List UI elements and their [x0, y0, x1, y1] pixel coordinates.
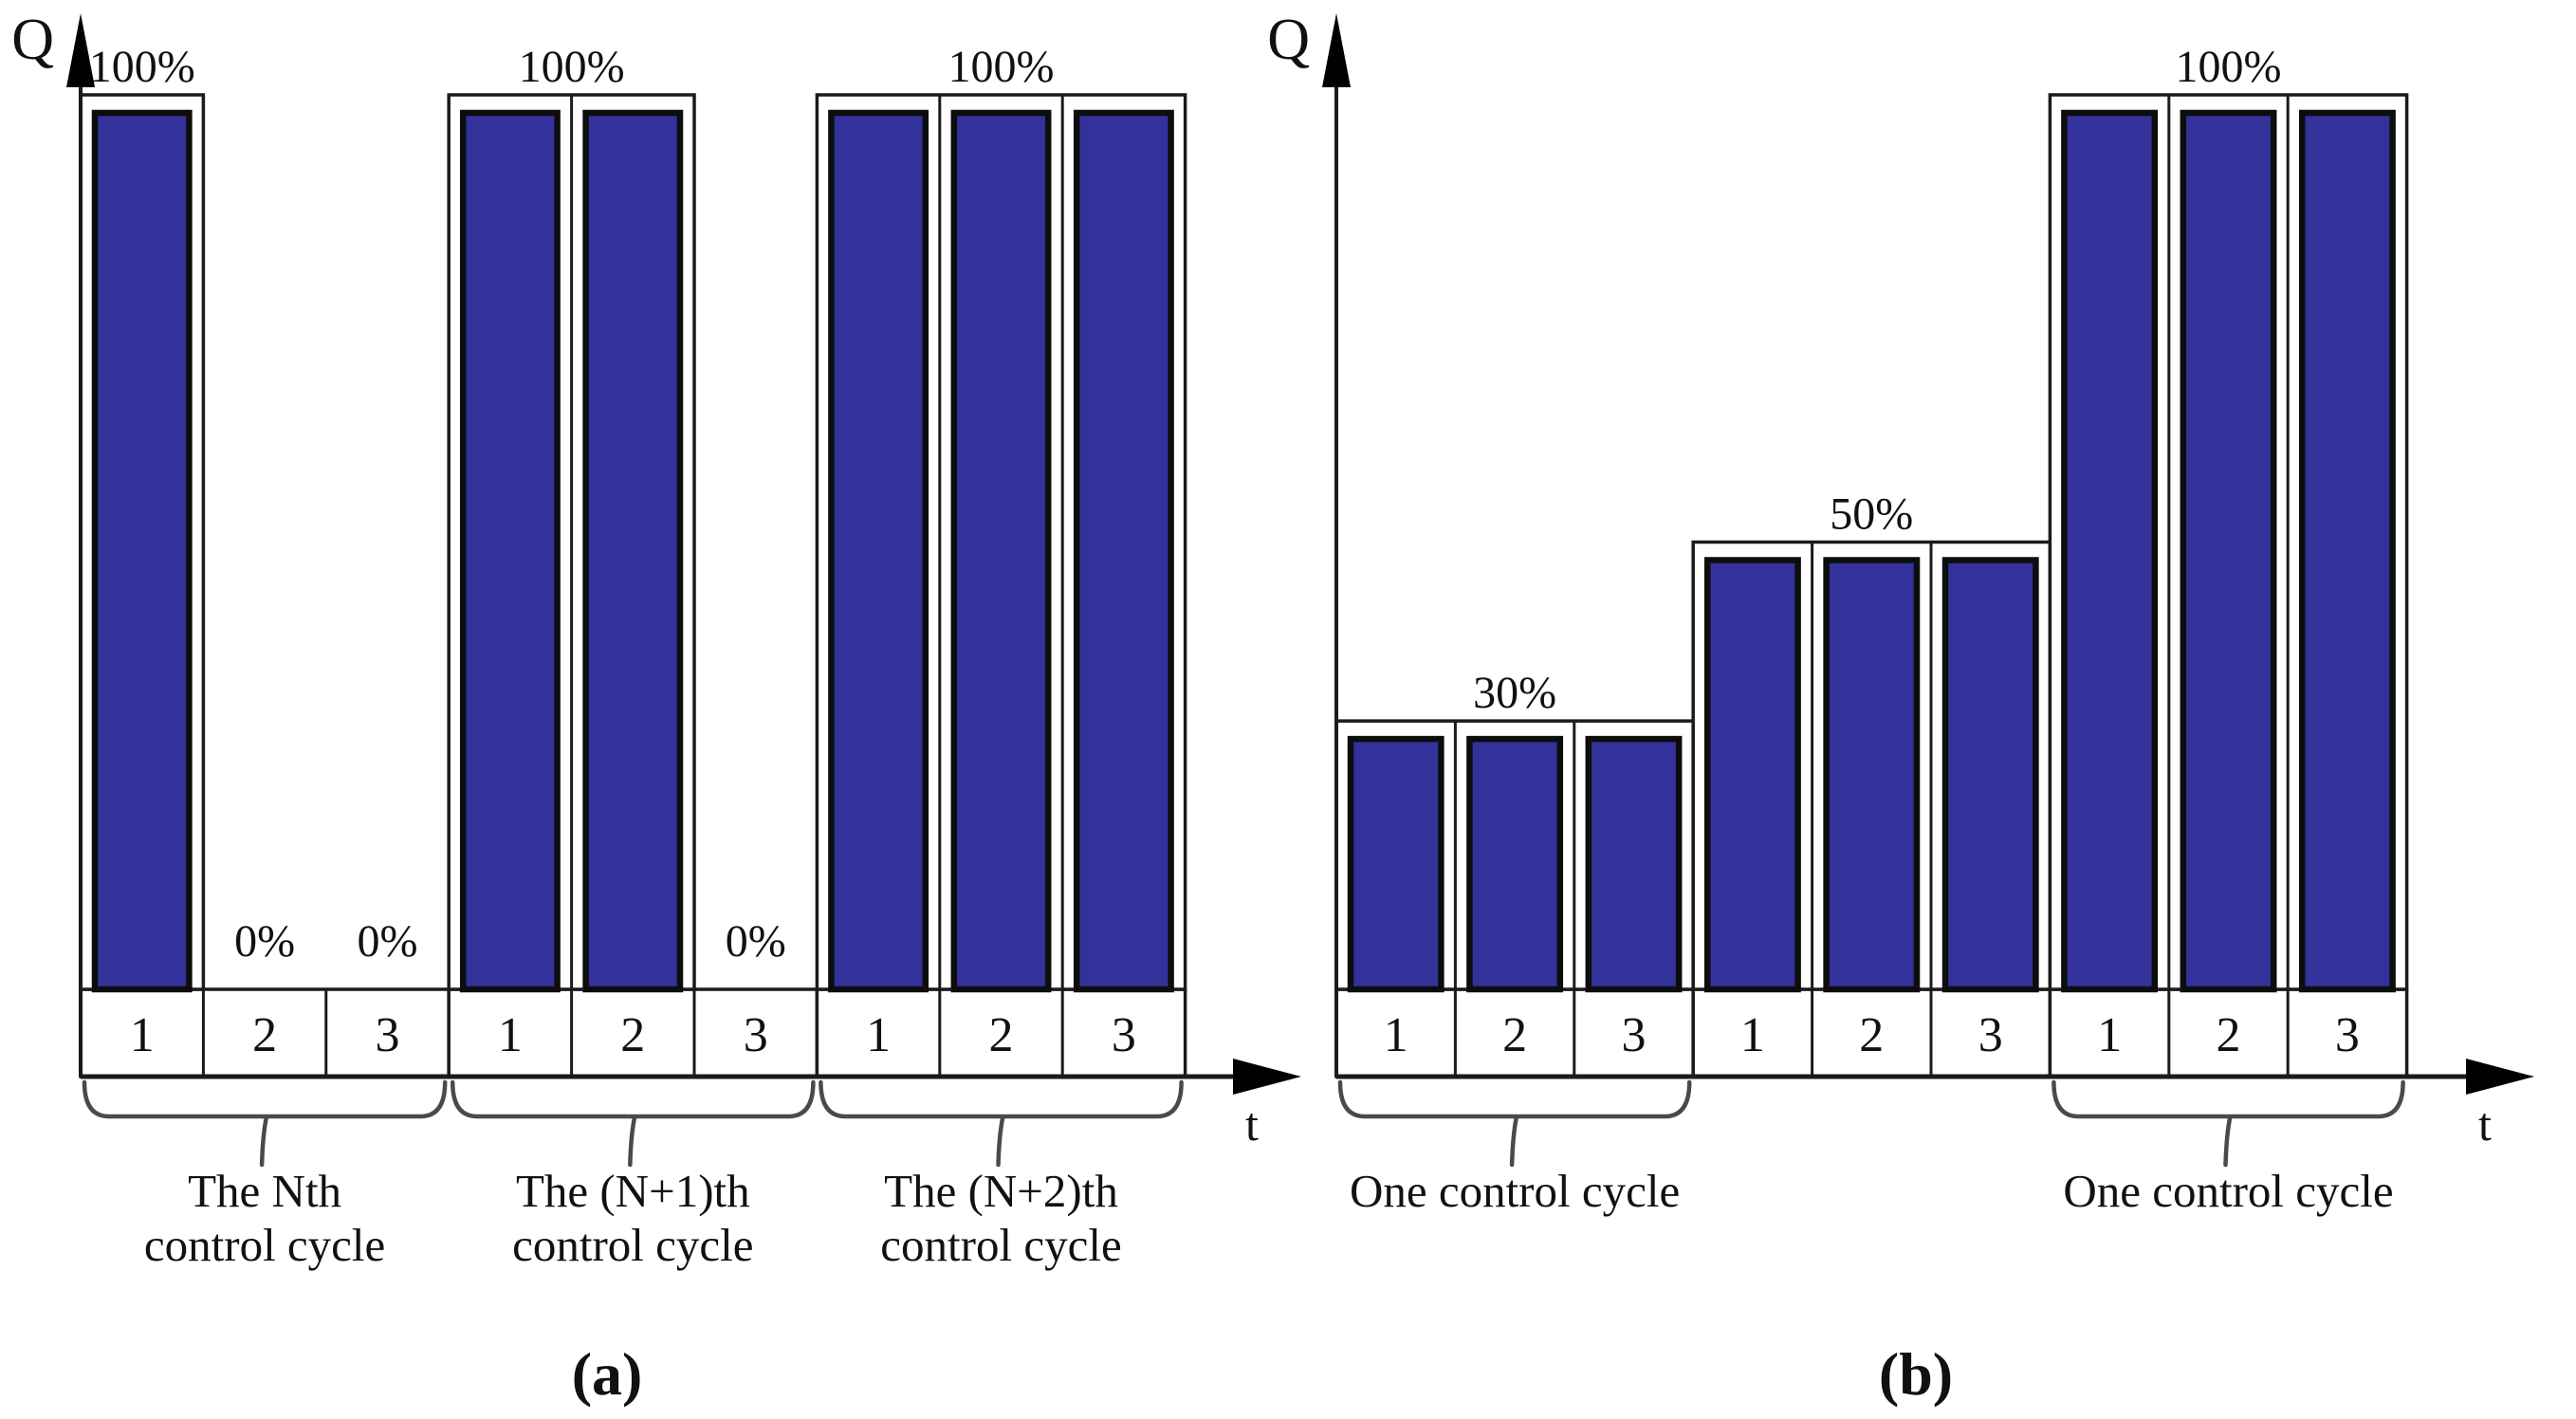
slot-label: 3 [1622, 1008, 1647, 1062]
slot-strip-box [447, 987, 819, 1078]
zero-label: 0% [234, 916, 295, 967]
q-axis: Q [1267, 8, 1351, 1077]
q-axis-arrow [66, 13, 95, 87]
q-axis: Q [11, 8, 95, 1077]
chart-b: 1 2 3 30% One control cycle 1 2 3 50% 1 2 3 100% One … [1267, 8, 2534, 1408]
value-label: 100% [2176, 42, 2282, 92]
value-label: 100% [519, 42, 625, 92]
cycle-label: The Nth [188, 1165, 341, 1217]
bar-group-1: 1 2 3 30% One control cycle [1334, 668, 1695, 1217]
slot-label: 2 [989, 1008, 1014, 1062]
bar [1823, 557, 1921, 993]
bar [2180, 109, 2277, 993]
slot-strip: 1 2 3 [2048, 987, 2409, 1078]
cycle-label: The (N+2)th [884, 1165, 1118, 1217]
slot-label: 1 [1384, 1008, 1408, 1062]
bar-group-3: 1 2 3 100% One control cycle [2048, 42, 2409, 1217]
cycle-brace [1337, 1079, 1692, 1168]
value-label: 100% [948, 42, 1055, 92]
cycle-label: One control cycle [2063, 1165, 2393, 1217]
bar-group-2: 1 2 3 50% [1691, 489, 2052, 1078]
t-axis: t [81, 1059, 1301, 1151]
slot-strip: 1 2 3 [815, 987, 1187, 1078]
slot-label: 1 [1740, 1008, 1765, 1062]
slot-label: 2 [1859, 1008, 1884, 1062]
slot-label: 3 [744, 1008, 768, 1062]
slot-label: 1 [2097, 1008, 2122, 1062]
bar [459, 109, 561, 993]
q-axis-arrow [1322, 13, 1351, 87]
slot-strip: 1 2 3 [1691, 987, 2052, 1078]
zero-label: 0% [726, 916, 786, 967]
slot-strip: 1 2 3 [447, 987, 819, 1078]
bar [828, 109, 929, 993]
cycle-label: control cycle [512, 1219, 753, 1271]
bar [1941, 557, 2039, 993]
cycle-label: control cycle [880, 1219, 1121, 1271]
slot-label: 3 [2335, 1008, 2360, 1062]
bar [1585, 735, 1683, 993]
t-axis-label: t [1245, 1097, 1259, 1151]
cycle-label: control cycle [144, 1219, 385, 1271]
slot-label: 2 [2217, 1008, 2241, 1062]
slot-strip-box [79, 987, 451, 1078]
t-axis-arrow [2466, 1059, 2534, 1095]
caption-a: (a) [572, 1340, 643, 1408]
slot-label: 2 [252, 1008, 277, 1062]
slot-label: 3 [376, 1008, 400, 1062]
slot-label: 1 [130, 1008, 155, 1062]
slot-label: 1 [498, 1008, 523, 1062]
t-axis-arrow [1233, 1059, 1301, 1095]
cycle-brace [450, 1079, 816, 1168]
zero-label: 0% [358, 916, 418, 967]
bar [1073, 109, 1174, 993]
bar [91, 109, 193, 993]
bar [1347, 735, 1444, 993]
bar [582, 109, 684, 993]
cycle-label: The (N+1)th [516, 1165, 750, 1217]
bar [1466, 735, 1564, 993]
slot-label: 3 [1112, 1008, 1136, 1062]
slot-strip: 1 2 3 [79, 987, 451, 1078]
t-axis: t [1336, 1059, 2534, 1151]
caption-b: (b) [1879, 1340, 1953, 1408]
value-label: 30% [1473, 668, 1556, 718]
slot-label: 2 [1502, 1008, 1527, 1062]
bar [2298, 109, 2396, 993]
slot-label: 3 [1978, 1008, 2003, 1062]
value-label: 100% [89, 42, 195, 92]
bar [2061, 109, 2159, 993]
cycle-brace [82, 1079, 448, 1168]
slot-strip: 1 2 3 [1334, 987, 1695, 1078]
t-axis-label: t [2478, 1097, 2492, 1151]
q-axis-label: Q [11, 8, 54, 72]
cycle-label: One control cycle [1350, 1165, 1680, 1217]
cycle-brace [819, 1079, 1184, 1168]
value-label: 50% [1830, 489, 1913, 540]
q-axis-label: Q [1267, 8, 1310, 72]
bar [1703, 557, 1801, 993]
bar [950, 109, 1052, 993]
slot-label: 2 [620, 1008, 645, 1062]
cycle-brace [2052, 1079, 2405, 1168]
slot-label: 1 [866, 1008, 891, 1062]
